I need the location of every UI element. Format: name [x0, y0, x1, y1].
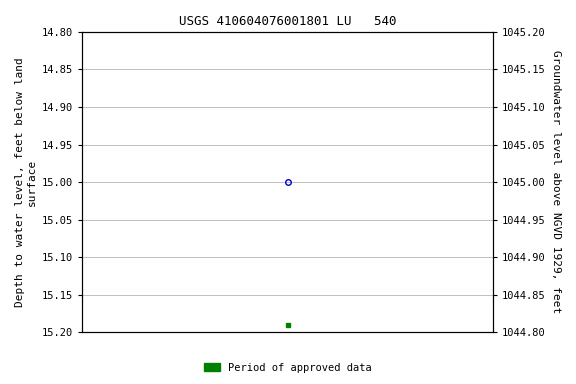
Y-axis label: Groundwater level above NGVD 1929, feet: Groundwater level above NGVD 1929, feet [551, 50, 561, 314]
Legend: Period of approved data: Period of approved data [200, 359, 376, 377]
Y-axis label: Depth to water level, feet below land
surface: Depth to water level, feet below land su… [15, 57, 37, 307]
Title: USGS 410604076001801 LU   540: USGS 410604076001801 LU 540 [179, 15, 396, 28]
